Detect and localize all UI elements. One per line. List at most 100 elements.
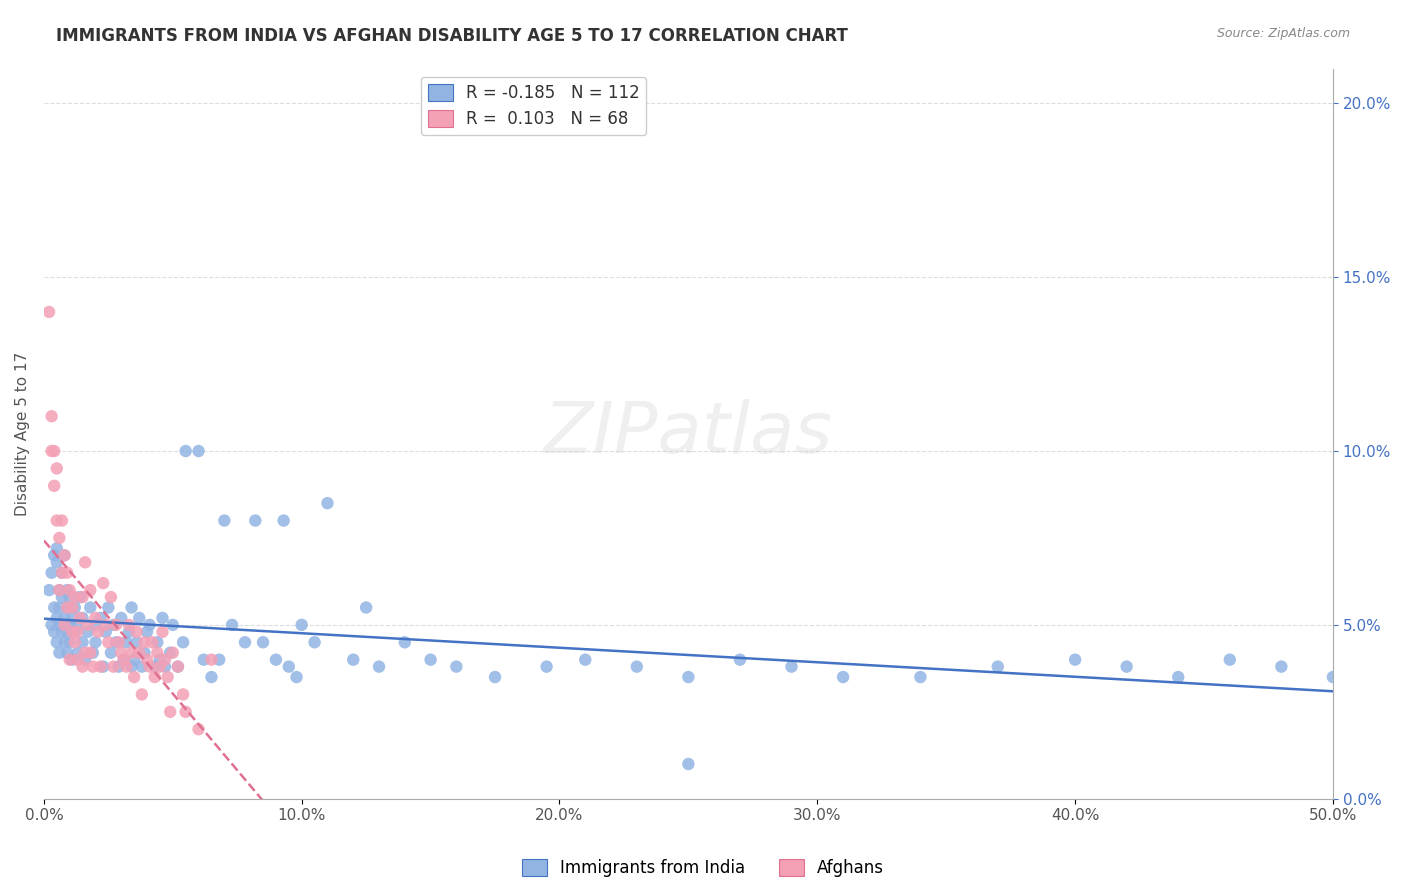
Point (1322, 670, 1344, 684)
Point (51, 624, 73, 639)
Point (105, 618, 128, 632)
Point (187, 723, 209, 737)
Point (110, 646, 132, 660)
Point (121, 646, 143, 660)
Point (63, 600, 86, 615)
Point (94, 618, 117, 632)
Point (48, 583, 70, 598)
Point (56, 646, 79, 660)
Point (200, 670, 222, 684)
Point (63, 624, 86, 639)
Point (45, 555, 67, 569)
Point (48, 531, 70, 545)
Point (115, 635, 138, 649)
Point (79, 646, 101, 660)
Point (143, 659, 166, 673)
Point (51, 514, 73, 528)
Point (159, 705, 181, 719)
Point (76, 618, 98, 632)
Point (53, 611, 76, 625)
Point (56, 583, 79, 598)
Point (45, 461, 67, 475)
Point (56, 624, 79, 639)
Text: IMMIGRANTS FROM INDIA VS AFGHAN DISABILITY AGE 5 TO 17 CORRELATION CHART: IMMIGRANTS FROM INDIA VS AFGHAN DISABILI… (56, 27, 848, 45)
Point (136, 624, 159, 639)
Point (153, 653, 176, 667)
Point (149, 653, 172, 667)
Point (45, 611, 67, 625)
Point (354, 600, 377, 615)
Point (1167, 670, 1189, 684)
Point (136, 653, 159, 667)
Point (90, 659, 112, 673)
Point (678, 670, 700, 684)
Point (394, 635, 416, 649)
Point (84, 611, 107, 625)
Point (100, 590, 122, 604)
Point (44, 444, 66, 458)
Point (118, 624, 141, 639)
Point (79, 583, 101, 598)
Point (174, 444, 197, 458)
Point (107, 659, 129, 673)
Point (291, 618, 314, 632)
Point (1064, 653, 1087, 667)
Point (60, 624, 83, 639)
Point (368, 659, 391, 673)
Point (910, 670, 932, 684)
Point (626, 659, 648, 673)
Point (69, 590, 91, 604)
Point (56, 600, 79, 615)
Point (245, 514, 267, 528)
Point (125, 635, 148, 649)
Point (91, 659, 114, 673)
Point (118, 618, 141, 632)
Point (59, 590, 82, 604)
Point (90, 611, 112, 625)
Point (193, 653, 215, 667)
Point (115, 659, 138, 673)
Point (91, 576, 114, 591)
Point (138, 618, 160, 632)
Point (172, 688, 194, 702)
Point (1219, 653, 1241, 667)
Point (59, 653, 82, 667)
Point (574, 653, 596, 667)
Point (536, 659, 558, 673)
Point (112, 653, 135, 667)
Point (128, 611, 150, 625)
Point (41, 618, 63, 632)
Point (51, 566, 73, 580)
Point (45, 635, 67, 649)
Legend: R = -0.185   N = 112, R =  0.103   N = 68: R = -0.185 N = 112, R = 0.103 N = 68 (420, 77, 647, 135)
Point (59, 618, 82, 632)
Point (60, 600, 83, 615)
Point (41, 409, 63, 424)
Point (72, 611, 94, 625)
Legend: Immigrants from India, Afghans: Immigrants from India, Afghans (515, 852, 891, 884)
Point (103, 618, 125, 632)
Point (128, 646, 150, 660)
Point (172, 635, 194, 649)
Point (122, 653, 145, 667)
Point (138, 659, 160, 673)
Point (48, 618, 70, 632)
Point (100, 646, 122, 660)
Point (678, 756, 700, 771)
Point (59, 583, 82, 598)
Point (125, 624, 148, 639)
Text: ZIPatlas: ZIPatlas (544, 399, 832, 468)
Point (112, 653, 135, 667)
Point (167, 659, 190, 673)
Point (233, 635, 256, 649)
Point (79, 600, 101, 615)
Point (53, 635, 76, 649)
Point (131, 688, 153, 702)
Point (146, 646, 169, 660)
Point (94, 624, 117, 639)
Point (48, 583, 70, 598)
Point (76, 624, 98, 639)
Point (75, 646, 97, 660)
Point (780, 659, 803, 673)
Point (45, 514, 67, 528)
